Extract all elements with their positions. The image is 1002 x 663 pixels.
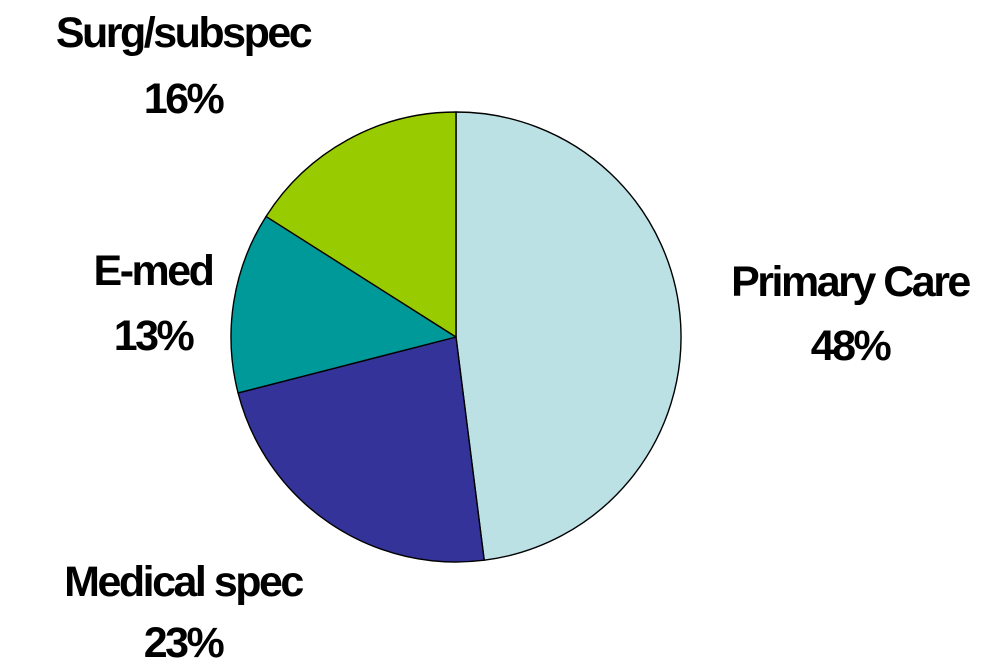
slice-value-medical-spec: 23% — [144, 619, 225, 663]
pie-slice-surg-subspec — [265, 111, 457, 338]
pie-slice-medical-spec — [237, 336, 485, 563]
slice-label-surg-subspec: Surg/subspec — [56, 9, 312, 57]
pie-slice-e-med — [230, 215, 457, 394]
pie-slice-primary-care — [455, 111, 682, 561]
slice-value-e-med: 13% — [114, 312, 195, 360]
slice-label-primary-care: Primary Care — [731, 258, 970, 306]
pie-labels: Primary Care 48% Medical spec 23% E-med … — [56, 9, 973, 663]
slice-label-medical-spec: Medical spec — [64, 558, 303, 606]
slice-value-surg-subspec: 16% — [144, 75, 225, 123]
slice-label-e-med: E-med — [94, 247, 213, 295]
pie-slices — [230, 111, 682, 563]
slice-value-primary-care: 48% — [811, 322, 892, 370]
